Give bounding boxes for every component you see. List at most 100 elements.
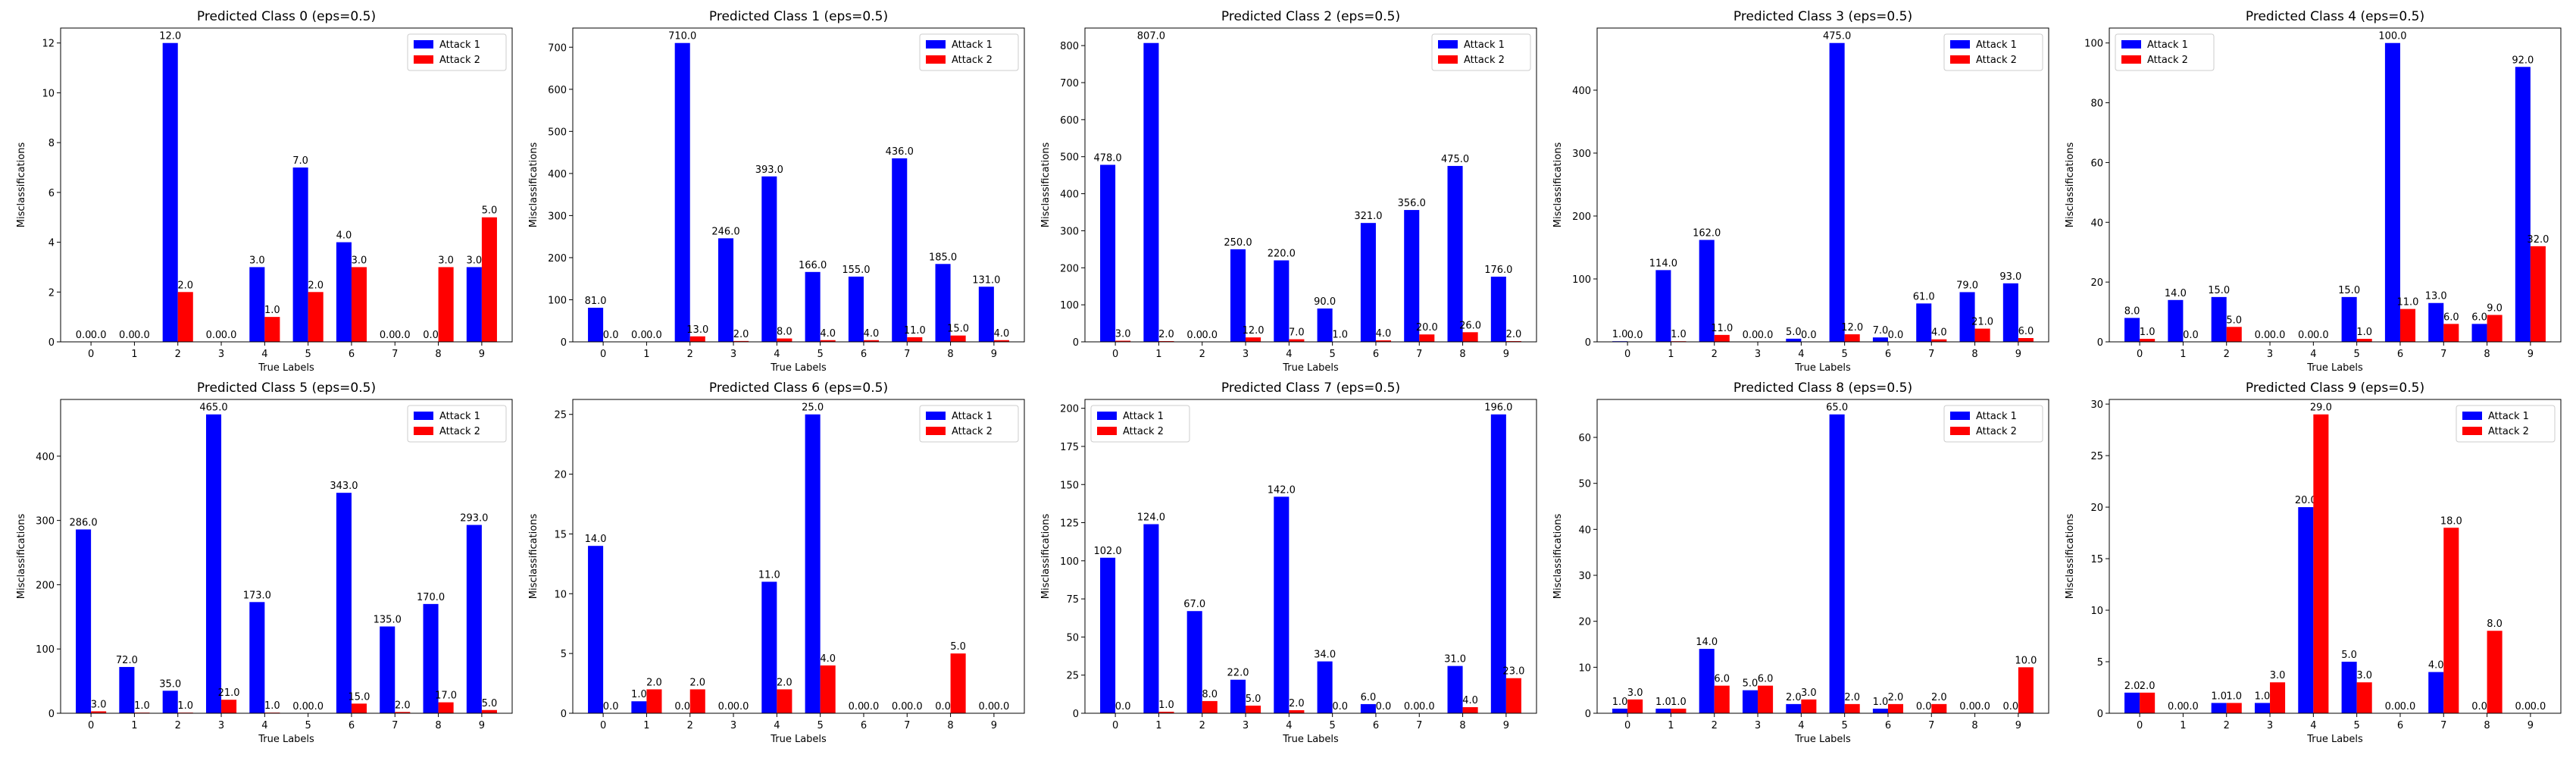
data-label: 4.0 <box>820 328 836 340</box>
bar-attack2-3 <box>2270 682 2285 713</box>
data-label: 5.0 <box>482 698 498 709</box>
bar-attack1-0 <box>588 308 603 342</box>
subplot-title: Predicted Class 9 (eps=0.5) <box>2246 380 2424 396</box>
bar-attack2-6 <box>352 703 367 713</box>
legend-swatch <box>414 412 433 420</box>
bar-attack2-8 <box>439 267 454 342</box>
legend-label: Attack 2 <box>439 55 480 66</box>
data-label: 0.0 <box>2400 701 2416 712</box>
x-tick-label: 6 <box>349 720 355 731</box>
data-label: 0.0 <box>646 330 662 341</box>
x-tick-label: 4 <box>1798 720 1804 731</box>
axes-frame <box>573 28 1024 342</box>
bar-attack2-7 <box>1419 334 1434 342</box>
y-tick-label: 200 <box>1060 263 1079 274</box>
legend-swatch <box>1438 40 1458 49</box>
data-label: 0.0 <box>91 330 107 341</box>
y-tick-label: 300 <box>1572 149 1591 160</box>
y-tick-label: 150 <box>1060 480 1079 491</box>
bar-attack1-2 <box>675 43 690 342</box>
x-tick-label: 8 <box>1459 349 1465 360</box>
data-label: 18.0 <box>2440 515 2462 527</box>
data-label: 5.0 <box>1246 694 1261 705</box>
legend-swatch <box>414 40 433 49</box>
x-tick-label: 3 <box>218 349 224 360</box>
data-label: 2.0 <box>1289 698 1305 709</box>
data-label: 2.0 <box>1931 692 1947 703</box>
legend-label: Attack 2 <box>1464 55 1505 66</box>
legend-label: Attack 1 <box>952 39 993 51</box>
bar-attack2-2 <box>2227 327 2242 342</box>
bar-attack2-8 <box>951 653 966 713</box>
x-tick-label: 6 <box>2397 720 2403 731</box>
x-tick-label: 2 <box>1712 349 1718 360</box>
data-label: 15.0 <box>349 691 370 703</box>
legend-label: Attack 2 <box>952 55 993 66</box>
bar-attack1-6 <box>1873 337 1888 342</box>
bar-attack1-0 <box>2124 318 2140 342</box>
data-label: 0.0 <box>2183 701 2199 712</box>
bar-attack1-1 <box>1655 270 1671 342</box>
subplot-title: Predicted Class 8 (eps=0.5) <box>1733 380 1912 396</box>
legend-label: Attack 1 <box>439 39 480 51</box>
data-label: 2.0 <box>395 700 411 711</box>
legend-label: Attack 2 <box>952 426 993 437</box>
data-label: 0.0 <box>2168 701 2184 712</box>
data-label: 0.0 <box>2531 701 2546 712</box>
x-axis-label: True Labels <box>1282 362 1339 374</box>
data-label: 2.0 <box>1888 692 1904 703</box>
data-label: 1.0 <box>134 700 150 712</box>
x-tick-label: 5 <box>1330 720 1336 731</box>
subplot-title: Predicted Class 3 (eps=0.5) <box>1733 9 1912 24</box>
x-tick-label: 5 <box>2354 349 2360 360</box>
data-label: 0.0 <box>221 330 237 341</box>
data-label: 1.0 <box>1873 697 1889 708</box>
x-axis-label: True Labels <box>1794 362 1851 374</box>
x-tick-label: 4 <box>774 349 780 360</box>
data-label: 9.0 <box>2487 303 2503 315</box>
y-axis-label: Misclassifications <box>1552 142 1564 228</box>
legend-swatch <box>1950 412 1970 420</box>
bar-attack1-7 <box>1916 303 1931 342</box>
x-tick-label: 8 <box>435 720 441 731</box>
legend-label: Attack 1 <box>2147 39 2188 51</box>
bar-attack1-4 <box>1786 704 1801 713</box>
data-label: 166.0 <box>799 260 827 271</box>
y-tick-label: 100 <box>1572 274 1591 286</box>
data-label: 5.0 <box>2226 315 2242 326</box>
x-tick-label: 0 <box>1112 349 1118 360</box>
x-tick-label: 6 <box>861 349 867 360</box>
x-tick-label: 0 <box>600 349 606 360</box>
data-label: 0.0 <box>2471 701 2487 712</box>
data-label: 131.0 <box>972 274 1000 286</box>
x-tick-label: 0 <box>600 720 606 731</box>
legend-label: Attack 2 <box>1976 426 2017 437</box>
data-label: 8.0 <box>777 327 792 338</box>
data-label: 475.0 <box>1441 154 1469 165</box>
x-tick-label: 0 <box>1624 349 1630 360</box>
data-label: 246.0 <box>711 226 739 237</box>
legend-swatch <box>1097 427 1117 435</box>
x-tick-label: 6 <box>2397 349 2403 360</box>
legend-swatch <box>1950 427 1970 435</box>
y-tick-label: 600 <box>548 85 567 96</box>
x-tick-label: 0 <box>88 349 94 360</box>
data-label: 10.0 <box>2015 655 2037 666</box>
x-tick-label: 8 <box>435 349 441 360</box>
bar-attack1-5 <box>1318 308 1333 342</box>
data-label: 0.0 <box>1404 701 1420 712</box>
bar-attack2-3 <box>1758 686 1773 713</box>
y-tick-label: 100 <box>548 295 567 306</box>
x-tick-label: 3 <box>2267 720 2273 731</box>
y-tick-label: 25 <box>1066 671 1079 682</box>
y-tick-label: 2 <box>48 287 55 299</box>
legend-swatch <box>926 55 946 64</box>
data-label: 321.0 <box>1354 211 1382 222</box>
y-tick-label: 700 <box>548 42 567 54</box>
y-tick-label: 0 <box>561 709 567 720</box>
subplot-class-5: Predicted Class 5 (eps=0.5)286.072.035.0… <box>16 380 512 745</box>
data-label: 710.0 <box>668 31 696 42</box>
y-tick-label: 10 <box>554 589 567 600</box>
data-label: 1.0 <box>1332 330 1348 341</box>
